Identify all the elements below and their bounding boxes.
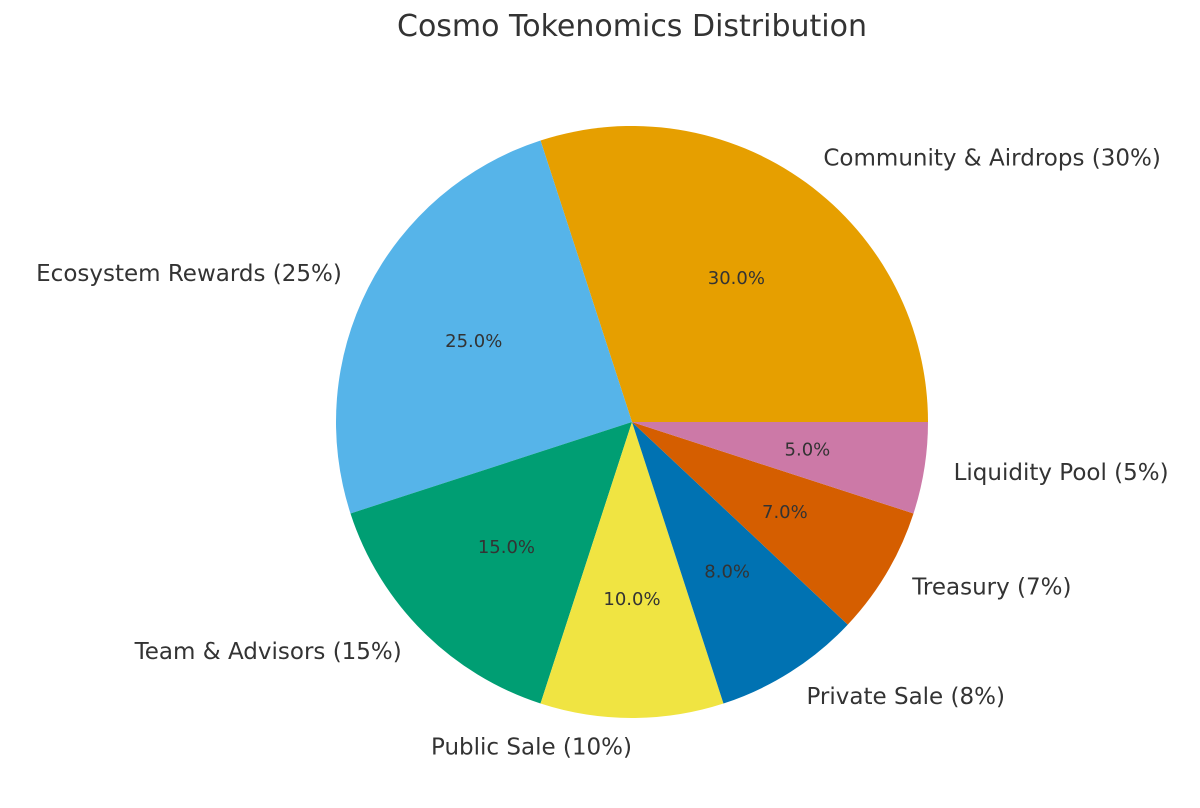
pct-label-0: 30.0% xyxy=(708,268,765,289)
chart-title: Cosmo Tokenomics Distribution xyxy=(397,9,867,44)
pie-slice-1 xyxy=(336,140,632,514)
pie-slice-4 xyxy=(632,422,848,704)
pie-slice-0 xyxy=(540,126,928,422)
pct-label-4: 8.0% xyxy=(704,561,750,582)
percentage-labels: 30.0% 25.0% 15.0% 10.0% 8.0% 7.0% 5.0% xyxy=(445,268,830,610)
slice-label-6: Liquidity Pool (5%) xyxy=(954,460,1169,486)
slice-label-2: Team & Advisors (15%) xyxy=(134,639,402,665)
pct-label-5: 7.0% xyxy=(762,502,808,523)
pct-label-3: 10.0% xyxy=(603,589,660,610)
slice-label-0: Community & Airdrops (30%) xyxy=(823,146,1160,172)
pie-slice-2 xyxy=(350,422,632,704)
pct-label-6: 5.0% xyxy=(785,439,831,460)
slice-label-1: Ecosystem Rewards (25%) xyxy=(36,261,342,287)
pct-label-2: 15.0% xyxy=(478,537,535,558)
pie-slice-6 xyxy=(632,422,928,514)
slice-label-4: Private Sale (8%) xyxy=(806,684,1004,710)
slice-labels: Community & Airdrops (30%) Ecosystem Rewa… xyxy=(36,146,1168,761)
pie-slice-5 xyxy=(632,422,914,625)
pie-slice-3 xyxy=(540,422,724,718)
pct-label-1: 25.0% xyxy=(445,331,502,352)
pie-slices xyxy=(336,126,928,718)
slice-label-3: Public Sale (10%) xyxy=(431,735,632,761)
slice-label-5: Treasury (7%) xyxy=(911,575,1071,601)
